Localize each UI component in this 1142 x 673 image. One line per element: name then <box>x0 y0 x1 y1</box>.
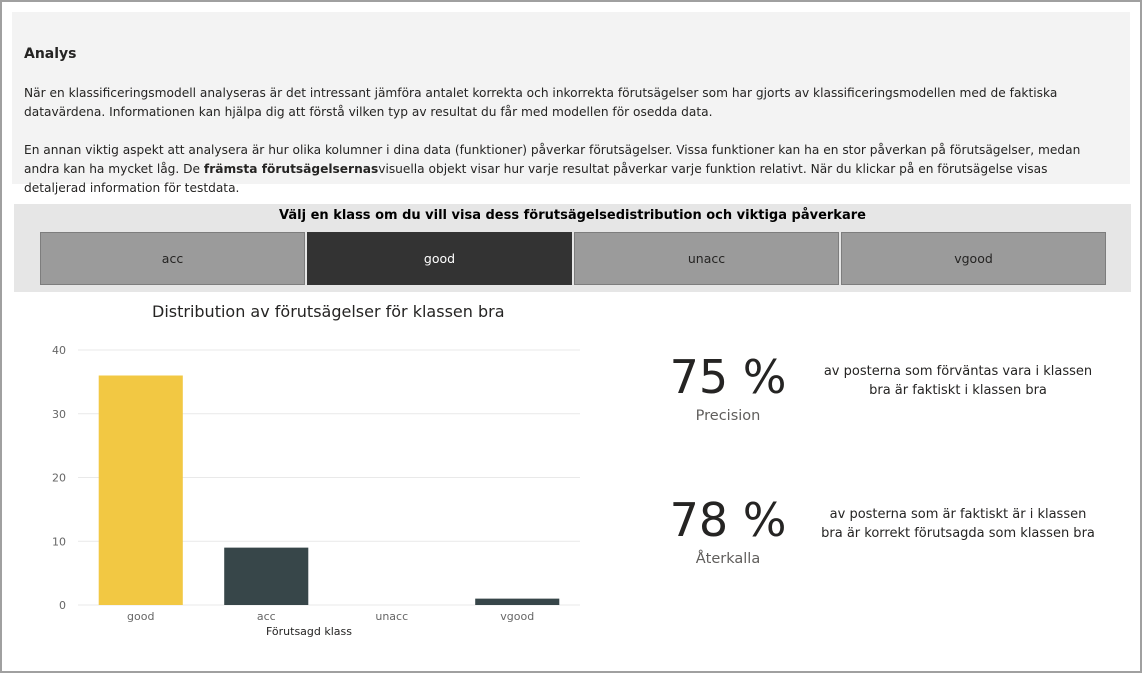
analysis-paragraph-2-bold: främsta förutsägelsernas <box>203 162 379 176</box>
analysis-panel: Analys När en klassificeringsmodell anal… <box>12 12 1130 195</box>
precision-description: av posterna som förväntas vara i klassen… <box>808 362 1108 400</box>
analysis-title: Analys <box>24 46 77 62</box>
y-tick-label: 10 <box>52 535 66 548</box>
class-selector-panel: Välj en klass om du vill visa dess förut… <box>14 204 1131 292</box>
class-button-unacc[interactable]: unacc <box>574 232 839 285</box>
recall-description-line-2: bra är korrekt förutsagda som klassen br… <box>821 526 1095 541</box>
prediction-distribution-chart: 0 10 20 30 40 good acc unacc vgood Förutsagd klas… <box>52 344 580 638</box>
y-tick-label: 30 <box>52 408 66 421</box>
y-tick-label: 40 <box>52 344 66 357</box>
bar-good <box>98 375 183 605</box>
recall-description: av posterna som är faktiskt är i klassen… <box>808 505 1108 543</box>
x-tick-label-vgood: vgood <box>500 610 534 623</box>
class-button-acc[interactable]: acc <box>40 232 305 285</box>
precision-description-line-2: bra är faktiskt i klassen bra <box>869 383 1047 398</box>
analysis-paragraph-2-end: visuella objekt visar hur varje resultat… <box>24 162 1048 195</box>
precision-description-line-1: av posterna som förväntas vara i klassen <box>823 364 1093 379</box>
class-button-vgood[interactable]: vgood <box>841 232 1106 285</box>
bar-vgood <box>475 598 560 605</box>
y-tick-label: 0 <box>59 599 66 612</box>
x-tick-label-good: good <box>127 610 154 623</box>
analysis-paragraph-1: När en klassificeringsmodell analyseras … <box>24 86 1058 119</box>
x-tick-label-acc: acc <box>257 610 276 623</box>
recall-description-line-1: av posterna som är faktiskt är i klassen <box>829 507 1087 522</box>
class-selector-heading: Välj en klass om du vill visa dess förut… <box>279 208 866 223</box>
y-tick-label: 20 <box>52 472 66 485</box>
precision-label: Precision <box>695 408 761 424</box>
chart-title: Distribution av förutsägelser för klasse… <box>152 302 505 321</box>
class-selector-buttons: acc good unacc vgood <box>40 232 1106 285</box>
recall-value: 78 % <box>669 493 787 547</box>
bar-acc <box>224 547 309 605</box>
recall-label: Återkalla <box>695 551 761 567</box>
x-axis-label: Förutsagd klass <box>266 625 352 638</box>
x-tick-label-unacc: unacc <box>375 610 408 623</box>
analysis-paragraph-2-start: En annan viktig aspekt att analysera är … <box>24 143 1081 176</box>
class-button-good[interactable]: good <box>307 232 572 285</box>
precision-value: 75 % <box>669 350 787 404</box>
analysis-paragraph-2: En annan viktig aspekt att analysera är … <box>24 141 1104 198</box>
